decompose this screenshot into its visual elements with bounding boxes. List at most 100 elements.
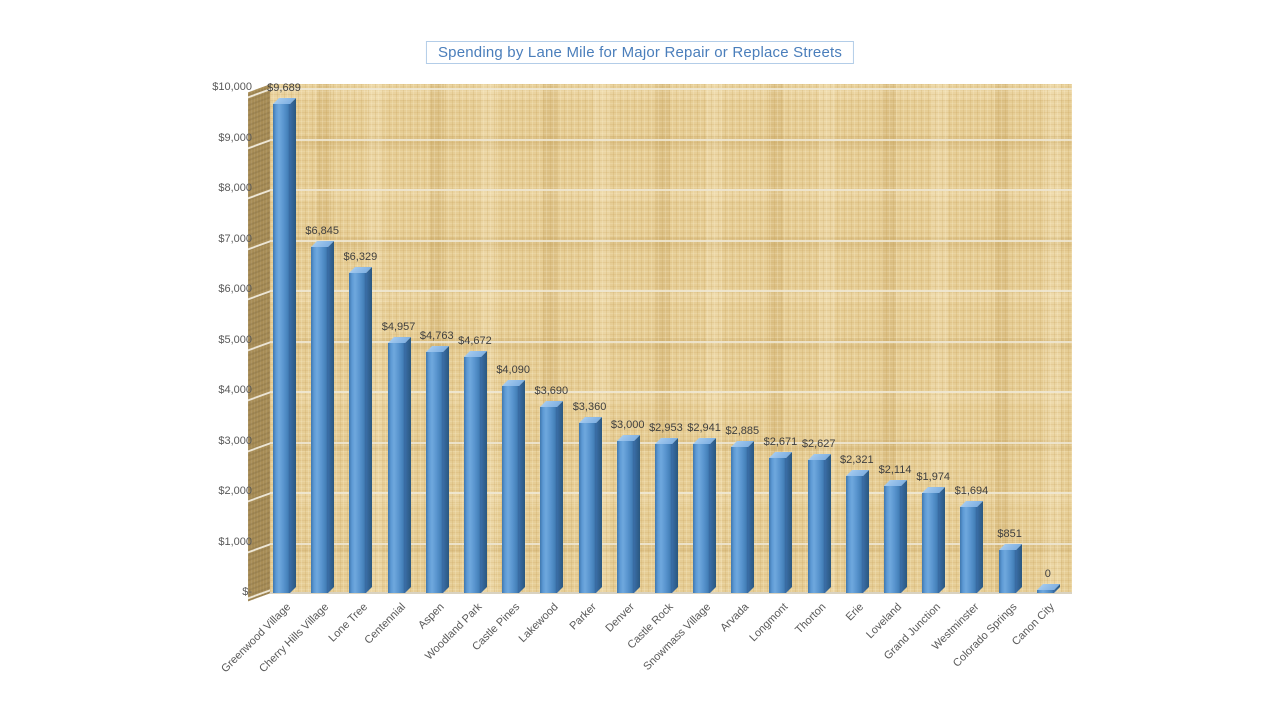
value-label: $4,763 bbox=[419, 330, 454, 342]
x-axis-category-label: Longmont bbox=[746, 601, 790, 645]
bar-side-face bbox=[824, 454, 831, 593]
bar-loveland bbox=[884, 480, 908, 593]
x-axis-category-label: Arvada bbox=[718, 601, 752, 635]
gridline bbox=[270, 391, 1072, 393]
value-label: $4,672 bbox=[458, 335, 492, 347]
bar-grand-junction bbox=[922, 487, 946, 593]
bar-lakewood bbox=[540, 401, 564, 593]
y-axis-tick-label: $- bbox=[242, 586, 252, 598]
bar-front-face bbox=[1036, 590, 1054, 593]
bar-front-face bbox=[807, 460, 825, 593]
bar-front-face bbox=[845, 476, 863, 593]
y-axis-tick-label: $9,000 bbox=[218, 131, 252, 144]
bar-side-face bbox=[939, 487, 946, 593]
x-axis-category-label: Denver bbox=[603, 601, 638, 635]
bar-front-face bbox=[578, 423, 596, 593]
bar-woodland-park bbox=[463, 351, 487, 593]
x-axis-category-label: Parker bbox=[567, 601, 600, 633]
value-label: $2,627 bbox=[801, 438, 836, 450]
x-axis-category-label: Loveland bbox=[864, 601, 905, 642]
value-label: $851 bbox=[997, 528, 1022, 540]
bar-side-face bbox=[748, 441, 755, 593]
bar-side-face bbox=[1015, 544, 1022, 593]
bar-greenwood-village bbox=[273, 98, 296, 593]
y-axis-tick-label: $10,000 bbox=[212, 81, 252, 93]
bar-side-face bbox=[671, 438, 678, 593]
y-axis-tick-label: $5,000 bbox=[218, 333, 252, 346]
bar-front-face bbox=[273, 104, 290, 593]
bar-side-face bbox=[633, 435, 640, 593]
bar-front-face bbox=[998, 550, 1016, 593]
value-label: $4,957 bbox=[381, 321, 416, 333]
gridline bbox=[270, 138, 1072, 141]
bar-front-face bbox=[463, 357, 481, 593]
gridline bbox=[270, 239, 1072, 242]
bar-side-face bbox=[710, 438, 717, 593]
bar-longmont bbox=[769, 452, 793, 593]
bar-side-face bbox=[901, 480, 908, 593]
bar-front-face bbox=[654, 444, 672, 593]
x-axis-category-label: Snowmass Village bbox=[641, 601, 714, 673]
bar-side-face bbox=[442, 346, 449, 593]
bar-side-face bbox=[786, 452, 793, 593]
bar-side-face bbox=[595, 417, 602, 593]
bar-front-face bbox=[922, 493, 940, 593]
x-axis-category-label: Thorton bbox=[792, 601, 829, 637]
x-axis-category-label: Greenwood Village bbox=[219, 601, 294, 676]
chart-title: Spending by Lane Mile for Major Repair o… bbox=[425, 41, 855, 64]
y-axis-tick-label: $7,000 bbox=[218, 232, 252, 245]
value-label: 0 bbox=[1044, 568, 1051, 580]
bar-lone-tree bbox=[349, 267, 373, 593]
value-label: $2,953 bbox=[649, 422, 683, 434]
bar-front-face bbox=[960, 507, 978, 593]
value-label: $2,671 bbox=[763, 436, 798, 448]
x-axis-category-label: Lakewood bbox=[516, 601, 561, 645]
value-label: $1,974 bbox=[916, 471, 951, 483]
bar-aspen bbox=[425, 346, 449, 593]
bar-colorado-springs bbox=[998, 544, 1022, 593]
bar-castle-rock bbox=[654, 438, 678, 593]
value-label: $9,689 bbox=[267, 82, 301, 94]
bar-parker bbox=[578, 417, 602, 593]
bar-front-face bbox=[769, 458, 787, 593]
gridline bbox=[270, 88, 1072, 90]
gridline bbox=[270, 189, 1072, 191]
x-axis-line bbox=[270, 592, 1072, 594]
bar-side-face bbox=[480, 351, 487, 593]
bar-side-face bbox=[404, 337, 411, 593]
value-label: $2,941 bbox=[687, 422, 721, 434]
y-axis-tick-label: $2,000 bbox=[218, 485, 252, 497]
y-axis-tick-label: $1,000 bbox=[218, 535, 252, 548]
bar-denver bbox=[616, 435, 640, 593]
gridline bbox=[270, 340, 1072, 343]
bar-canon-city bbox=[1036, 584, 1060, 593]
bar-centennial bbox=[387, 337, 411, 593]
value-label: $3,690 bbox=[534, 385, 569, 397]
bar-thorton bbox=[807, 454, 831, 593]
bar-front-face bbox=[425, 352, 443, 593]
x-axis-category-label: Aspen bbox=[415, 601, 447, 632]
bar-cherry-hills-village bbox=[311, 241, 335, 593]
bar-front-face bbox=[502, 386, 520, 593]
value-label: $2,321 bbox=[840, 454, 874, 466]
bar-side-face bbox=[366, 267, 373, 593]
y-axis-tick-label: $8,000 bbox=[218, 182, 252, 194]
y-axis-tick-label: $3,000 bbox=[218, 434, 252, 447]
value-label: $3,360 bbox=[572, 401, 607, 413]
bar-arvada bbox=[731, 441, 755, 593]
value-label: $2,114 bbox=[878, 464, 912, 476]
bar-side-face bbox=[862, 470, 869, 593]
bar-side-face bbox=[290, 98, 296, 593]
bar-side-face bbox=[328, 241, 335, 593]
value-label: $1,694 bbox=[954, 485, 989, 497]
value-label: $3,000 bbox=[610, 419, 645, 431]
bar-side-face bbox=[519, 380, 526, 593]
x-axis-category-label: Cherry Hills Village bbox=[257, 601, 332, 676]
gridline bbox=[270, 290, 1072, 292]
bar-snowmass-village bbox=[693, 438, 717, 593]
bar-front-face bbox=[693, 444, 711, 593]
value-label: $6,845 bbox=[305, 225, 340, 237]
bar-front-face bbox=[387, 343, 405, 593]
x-axis-category-label: Erie bbox=[844, 601, 867, 624]
